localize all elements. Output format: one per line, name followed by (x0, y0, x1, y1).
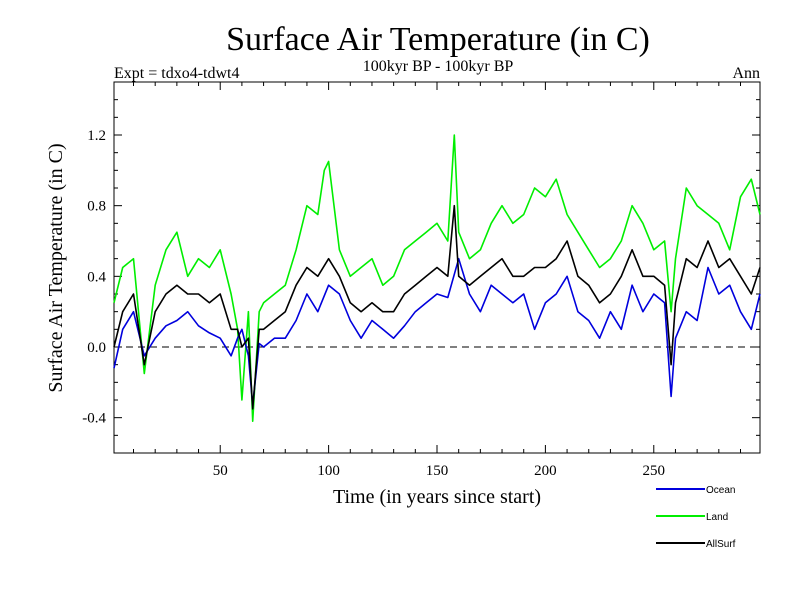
x-tick-label: 200 (534, 463, 557, 479)
x-tick-label: 150 (426, 463, 449, 479)
chart-subtitle: 100kyr BP - 100kyr BP (363, 58, 514, 75)
legend-label-ocean: Ocean (706, 485, 735, 496)
x-tick-label: 250 (643, 463, 666, 479)
chart-title: Surface Air Temperature (in C) (226, 21, 650, 58)
y-axis-label: Surface Air Temperature (in C) (45, 143, 67, 392)
series-lines (113, 134, 761, 423)
y-tick-label: -0.4 (82, 411, 106, 427)
y-tick-label: 0.0 (87, 340, 106, 356)
y-tick-label: 1.2 (87, 128, 106, 144)
x-tick-label: 50 (213, 463, 228, 479)
legend: Ocean Land AllSurf (656, 485, 736, 550)
y-tick-label: 0.8 (87, 199, 106, 215)
experiment-label: Expt = tdxo4-tdwt4 (114, 65, 239, 82)
y-axis-ticks: -0.4 0.0 0.4 0.8 1.2 (82, 99, 760, 436)
y-tick-label: 0.4 (87, 269, 106, 285)
x-axis-ticks: 50 100 150 200 250 (133, 82, 741, 479)
x-axis-label: Time (in years since start) (333, 486, 541, 508)
legend-label-land: Land (706, 512, 728, 523)
x-tick-label: 100 (317, 463, 340, 479)
season-label: Ann (732, 65, 760, 82)
legend-label-allsurf: AllSurf (706, 539, 736, 550)
series-line-ocean (113, 257, 761, 407)
series-line-allsurf (113, 204, 761, 410)
series-line-land (113, 134, 761, 423)
